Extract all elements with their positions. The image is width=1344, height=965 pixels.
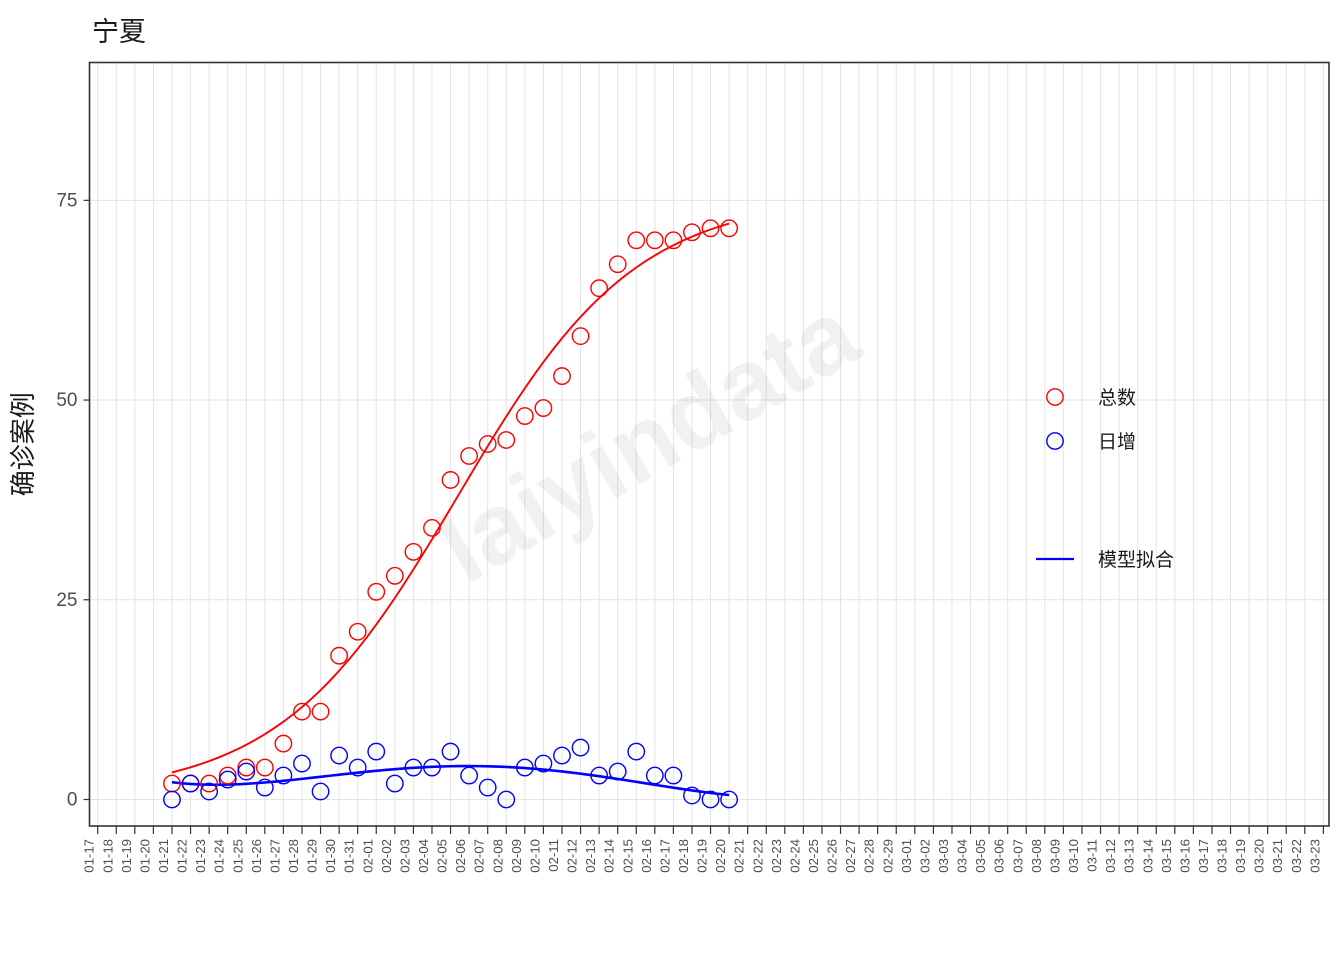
svg-text:01-18: 01-18 bbox=[100, 839, 115, 873]
svg-text:03-11: 03-11 bbox=[1085, 839, 1100, 872]
svg-text:01-19: 01-19 bbox=[119, 839, 134, 873]
svg-text:03-04: 03-04 bbox=[955, 839, 970, 873]
svg-text:02-08: 02-08 bbox=[490, 839, 505, 873]
svg-text:01-29: 01-29 bbox=[305, 839, 320, 873]
svg-text:02-20: 02-20 bbox=[713, 839, 728, 873]
svg-text:02-05: 02-05 bbox=[435, 839, 450, 873]
svg-text:02-18: 02-18 bbox=[676, 839, 691, 873]
svg-text:03-23: 03-23 bbox=[1307, 839, 1322, 873]
svg-text:02-04: 02-04 bbox=[416, 839, 431, 873]
svg-text:02-25: 02-25 bbox=[806, 839, 821, 873]
svg-text:50: 50 bbox=[56, 390, 77, 411]
svg-text:03-01: 03-01 bbox=[899, 839, 914, 873]
svg-text:75: 75 bbox=[56, 190, 77, 211]
svg-text:02-14: 02-14 bbox=[602, 839, 617, 873]
svg-text:01-28: 01-28 bbox=[286, 839, 301, 873]
svg-text:02-22: 02-22 bbox=[750, 839, 765, 873]
svg-text:02-16: 02-16 bbox=[639, 839, 654, 873]
svg-text:01-31: 01-31 bbox=[342, 839, 357, 873]
svg-text:02-12: 02-12 bbox=[565, 839, 580, 873]
svg-text:03-07: 03-07 bbox=[1010, 839, 1025, 873]
svg-text:01-27: 01-27 bbox=[267, 839, 282, 873]
svg-text:02-26: 02-26 bbox=[825, 839, 840, 873]
svg-text:25: 25 bbox=[56, 590, 77, 611]
svg-text:03-10: 03-10 bbox=[1066, 839, 1081, 873]
svg-text:总数: 总数 bbox=[1098, 387, 1136, 409]
svg-text:03-16: 03-16 bbox=[1177, 839, 1192, 873]
svg-text:01-24: 01-24 bbox=[212, 839, 227, 873]
svg-text:宁夏: 宁夏 bbox=[92, 17, 146, 47]
svg-text:03-19: 03-19 bbox=[1233, 839, 1248, 873]
svg-text:确诊案例: 确诊案例 bbox=[8, 392, 38, 496]
svg-text:模型拟合: 模型拟合 bbox=[1098, 549, 1174, 571]
svg-text:02-27: 02-27 bbox=[843, 839, 858, 873]
svg-text:01-17: 01-17 bbox=[82, 839, 97, 873]
svg-text:03-14: 03-14 bbox=[1140, 839, 1155, 873]
svg-text:03-20: 03-20 bbox=[1252, 839, 1267, 873]
svg-text:03-18: 03-18 bbox=[1215, 839, 1230, 873]
svg-text:02-03: 02-03 bbox=[397, 839, 412, 873]
svg-text:02-02: 02-02 bbox=[379, 839, 394, 873]
svg-text:03-13: 03-13 bbox=[1122, 839, 1137, 873]
svg-text:02-23: 02-23 bbox=[769, 839, 784, 873]
svg-text:01-23: 01-23 bbox=[193, 839, 208, 873]
svg-text:03-03: 03-03 bbox=[936, 839, 951, 873]
svg-text:03-08: 03-08 bbox=[1029, 839, 1044, 873]
svg-text:02-07: 02-07 bbox=[472, 839, 487, 873]
svg-text:03-22: 03-22 bbox=[1289, 839, 1304, 873]
svg-text:02-06: 02-06 bbox=[453, 839, 468, 873]
svg-text:02-11: 02-11 bbox=[546, 839, 561, 872]
svg-text:02-19: 02-19 bbox=[695, 839, 710, 873]
svg-text:02-24: 02-24 bbox=[787, 839, 802, 873]
svg-text:02-01: 02-01 bbox=[360, 839, 375, 873]
svg-text:03-15: 03-15 bbox=[1159, 839, 1174, 873]
svg-text:02-13: 02-13 bbox=[583, 839, 598, 873]
svg-text:03-02: 03-02 bbox=[917, 839, 932, 873]
svg-text:01-21: 01-21 bbox=[156, 839, 171, 873]
svg-text:01-20: 01-20 bbox=[137, 839, 152, 873]
svg-text:03-17: 03-17 bbox=[1196, 839, 1211, 873]
svg-text:03-06: 03-06 bbox=[992, 839, 1007, 873]
svg-text:日增: 日增 bbox=[1098, 431, 1136, 453]
svg-text:02-28: 02-28 bbox=[862, 839, 877, 873]
svg-text:01-30: 01-30 bbox=[323, 839, 338, 873]
svg-text:03-09: 03-09 bbox=[1047, 839, 1062, 873]
svg-text:03-12: 03-12 bbox=[1103, 839, 1118, 873]
svg-text:02-21: 02-21 bbox=[732, 839, 747, 873]
svg-text:0: 0 bbox=[67, 790, 78, 811]
svg-text:03-21: 03-21 bbox=[1270, 839, 1285, 873]
svg-text:01-25: 01-25 bbox=[230, 839, 245, 873]
svg-text:02-17: 02-17 bbox=[657, 839, 672, 873]
svg-text:02-10: 02-10 bbox=[527, 839, 542, 873]
svg-text:02-09: 02-09 bbox=[509, 839, 524, 873]
svg-text:03-05: 03-05 bbox=[973, 839, 988, 873]
svg-text:01-22: 01-22 bbox=[175, 839, 190, 873]
svg-text:02-15: 02-15 bbox=[620, 839, 635, 873]
svg-text:01-26: 01-26 bbox=[249, 839, 264, 873]
svg-text:02-29: 02-29 bbox=[880, 839, 895, 873]
